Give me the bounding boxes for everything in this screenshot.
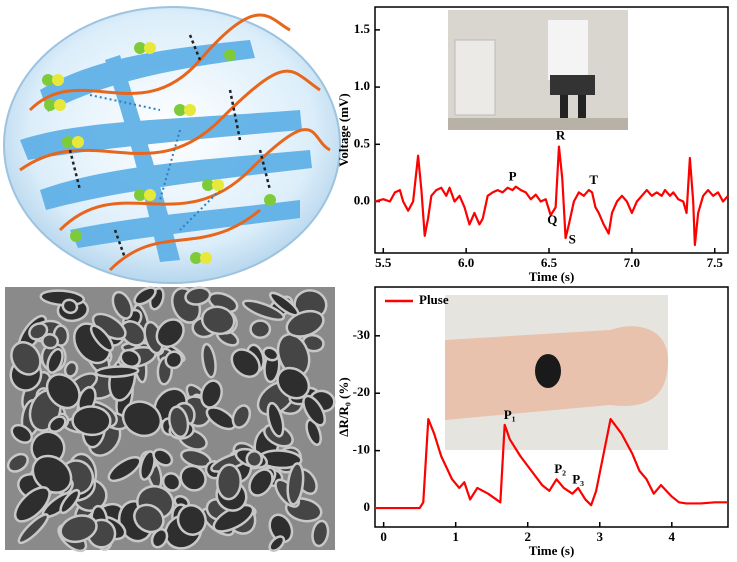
pore xyxy=(89,324,115,352)
x-tick-label: 6.5 xyxy=(541,255,558,270)
plot-frame xyxy=(374,286,729,528)
pore xyxy=(262,346,280,362)
pore xyxy=(150,528,169,549)
pore xyxy=(121,400,163,438)
pore xyxy=(107,455,142,483)
data-line xyxy=(374,145,729,247)
pore xyxy=(249,319,272,339)
x-tick-label: 5.5 xyxy=(375,255,392,270)
pore xyxy=(285,309,325,338)
sem-image xyxy=(5,286,336,553)
pore xyxy=(286,462,305,506)
pore xyxy=(176,504,207,536)
legend-label: Pluse xyxy=(419,292,449,307)
pore xyxy=(59,488,81,515)
annotation: Q xyxy=(547,212,557,227)
y-tick-label: -30 xyxy=(353,327,370,342)
pulse-photo xyxy=(445,295,668,450)
pore xyxy=(245,450,263,468)
schematic xyxy=(3,6,341,284)
y-tick-label: -10 xyxy=(353,442,370,457)
pore xyxy=(302,394,327,427)
y-tick-label: 1.5 xyxy=(354,21,371,36)
annotation: T xyxy=(589,172,598,187)
pore xyxy=(17,513,50,545)
pore xyxy=(268,535,286,552)
pore xyxy=(10,423,33,444)
x-tick-label: 7.5 xyxy=(707,255,724,270)
x-axis-label: Time (s) xyxy=(529,269,575,284)
pore xyxy=(45,373,81,410)
x-tick-label: 2 xyxy=(524,529,531,544)
pore xyxy=(111,290,134,320)
pore xyxy=(155,318,185,348)
annotation: S xyxy=(569,231,576,246)
pore xyxy=(230,348,261,378)
y-tick-label: 0.0 xyxy=(354,192,370,207)
pore xyxy=(199,379,223,409)
pore xyxy=(216,463,242,501)
pore xyxy=(276,366,311,400)
x-tick-label: 1 xyxy=(452,529,459,544)
pore xyxy=(311,519,330,548)
annotation: P₂ xyxy=(554,461,566,476)
annotation: P xyxy=(509,168,517,183)
pore xyxy=(133,286,157,306)
pore xyxy=(46,347,64,374)
x-tick-label: 4 xyxy=(669,529,676,544)
pore xyxy=(248,468,274,497)
pore xyxy=(268,513,294,544)
pore xyxy=(152,448,174,467)
annotation: P₁ xyxy=(504,407,516,422)
pore xyxy=(94,365,140,378)
pore xyxy=(13,486,51,523)
pore xyxy=(10,341,42,376)
pore xyxy=(119,320,147,347)
pore xyxy=(168,405,190,439)
plot-frame xyxy=(374,6,729,254)
x-tick-label: 7.0 xyxy=(624,255,640,270)
y-tick-label: 1.0 xyxy=(354,78,370,93)
pore xyxy=(266,401,285,438)
pore xyxy=(139,450,156,481)
y-axis-label: ΔR/R₀ (%) xyxy=(336,377,351,436)
x-tick-label: 0 xyxy=(380,529,387,544)
pore xyxy=(119,348,141,368)
pore xyxy=(200,305,236,336)
pore xyxy=(305,418,322,446)
pore xyxy=(133,503,165,534)
pore xyxy=(201,342,217,379)
pore xyxy=(71,405,112,437)
pore xyxy=(184,286,212,306)
annotation: P₃ xyxy=(572,471,584,486)
pore xyxy=(6,452,29,473)
pore xyxy=(164,350,184,370)
pore xyxy=(47,415,67,433)
pore xyxy=(61,298,79,315)
pore xyxy=(41,333,59,350)
annotation: R xyxy=(556,127,566,142)
pore xyxy=(161,472,182,492)
y-tick-label: -20 xyxy=(353,384,370,399)
x-tick-label: 6.0 xyxy=(458,255,474,270)
pore xyxy=(179,464,207,492)
data-line xyxy=(375,417,728,510)
y-axis-label: Voltage (mV) xyxy=(336,93,351,167)
pore xyxy=(59,514,98,544)
y-tick-label: 0.5 xyxy=(354,135,371,150)
x-tick-label: 3 xyxy=(597,529,604,544)
pore xyxy=(241,299,286,321)
pore xyxy=(231,404,252,429)
ecg-photo xyxy=(448,10,628,130)
x-axis-label: Time (s) xyxy=(529,543,575,558)
y-tick-label: 0 xyxy=(364,499,371,514)
